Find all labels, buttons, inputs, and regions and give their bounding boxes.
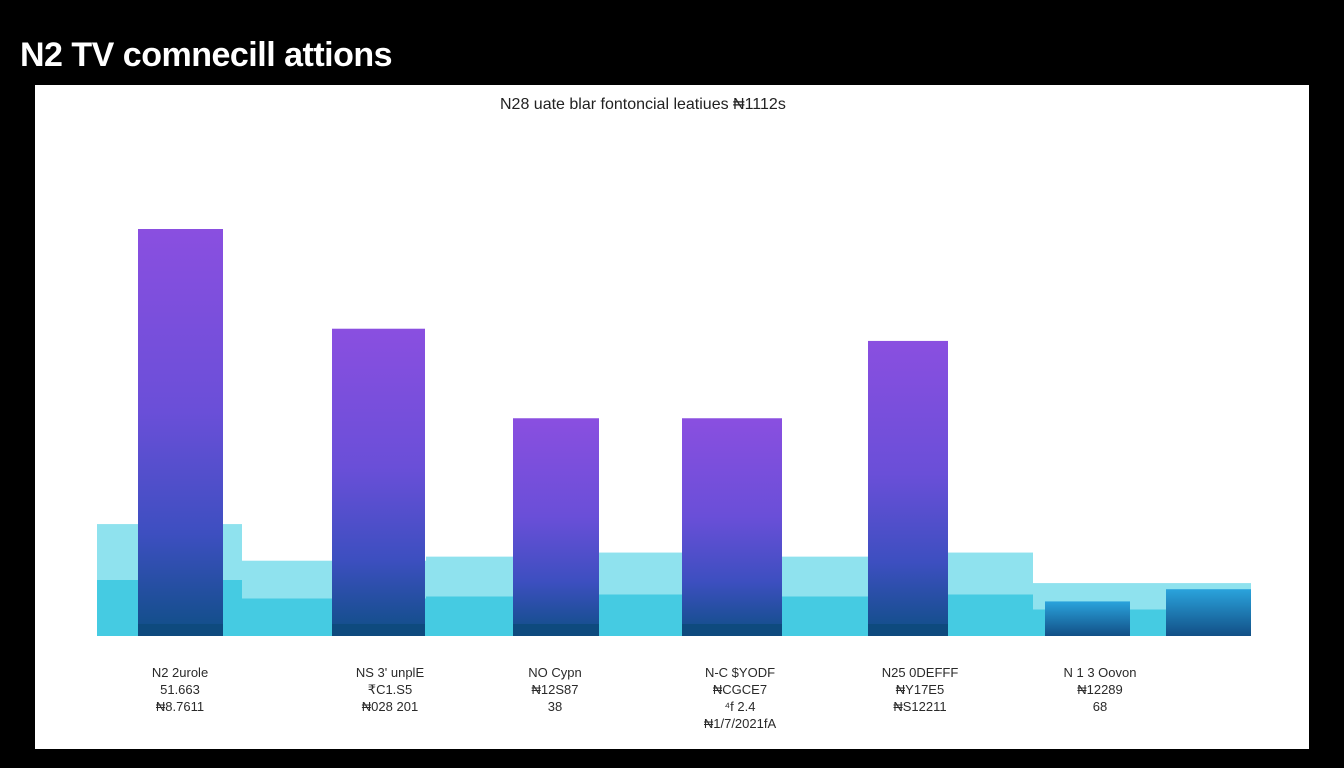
secondary-bar-5 <box>948 552 1033 636</box>
category-label: NS 3' unplE <box>356 665 425 680</box>
primary-bar-base-3 <box>513 624 599 636</box>
primary-bar-base-2 <box>332 624 425 636</box>
category-value-label: ₦1/7/2021fA <box>704 716 777 731</box>
category-value-label: ₦CGCE7 <box>713 682 767 697</box>
primary-bar-2 <box>332 328 425 636</box>
bar-chart: N28 uate blar fontoncial leatiues ₦1112s… <box>97 96 1251 731</box>
primary-bar-base-1 <box>138 624 223 636</box>
primary-bar-1 <box>138 229 223 636</box>
primary-bar-base-5 <box>868 624 948 636</box>
primary-bar-base-4 <box>682 624 782 636</box>
category-label: NO Cypn <box>528 665 581 680</box>
category-value-label: ₹C1.S5 <box>368 682 412 697</box>
chart-panel: N28 uate blar fontoncial leatiues ₦1112s… <box>35 85 1309 749</box>
category-labels: N2 2urole 51.663 ₦8.7611 NS 3' unplE ₹C1.S5 ₦… <box>152 665 1137 731</box>
category-label: N 1 3 Oovon <box>1064 665 1137 680</box>
chart-title: N28 uate blar fontoncial leatiues ₦1112s <box>500 96 786 113</box>
category-value-label: ⁴f 2.4 <box>725 699 756 714</box>
category-value-label: ₦8.7611 <box>156 699 204 714</box>
category-value-label: 68 <box>1093 699 1107 714</box>
page-title: N2 TV comnecill attions <box>20 36 393 74</box>
primary-bar-5 <box>868 340 948 636</box>
primary-bar-3 <box>513 418 599 636</box>
category-value-label: ₦S12211 <box>893 699 946 714</box>
category-value-label: ₦12S87 <box>532 682 579 697</box>
category-label: N-C $YODF <box>705 665 775 680</box>
secondary-bar-2 <box>242 560 331 636</box>
category-value-label: ₦12289 <box>1077 682 1123 697</box>
category-value-label: ₦028 201 <box>362 699 418 714</box>
secondary-bar-connector-2 <box>782 556 868 636</box>
category-value-label: ₦Y17E5 <box>896 682 944 697</box>
category-value-label: 51.663 <box>160 682 200 697</box>
primary-bar-4 <box>682 418 782 636</box>
last-category-bar-b <box>1166 589 1251 636</box>
last-category-bar-a <box>1045 601 1130 636</box>
category-label: N2 2urole <box>152 665 208 680</box>
primary-series <box>138 229 1251 636</box>
category-value-label: 38 <box>548 699 562 714</box>
category-label: N25 0DEFFF <box>882 665 959 680</box>
